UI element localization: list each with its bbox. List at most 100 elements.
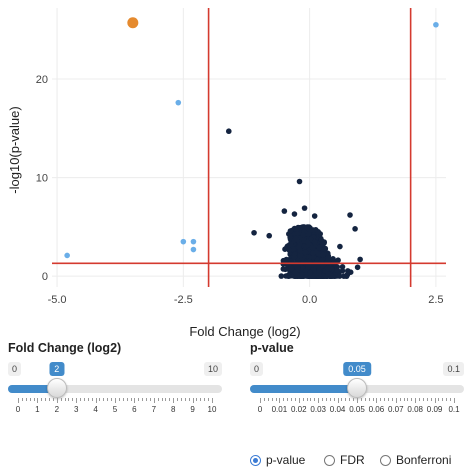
slider-tick bbox=[192, 398, 194, 403]
slider-minor-tick bbox=[353, 398, 355, 401]
slider-minor-tick bbox=[450, 398, 452, 401]
volcano-plot: -5.0 -2.5 0.0 2.5 0 10 20 Fold Change (log2) -… bbox=[7, 8, 446, 339]
y-axis-title: -log10(p-value) bbox=[7, 106, 22, 193]
slider-tick bbox=[318, 398, 320, 403]
slider-minor-tick bbox=[271, 398, 273, 401]
slider-minor-tick bbox=[99, 398, 101, 401]
slider-minor-tick bbox=[146, 398, 148, 401]
fold-change-track[interactable] bbox=[8, 385, 222, 393]
x-tick-label: -5.0 bbox=[48, 294, 67, 306]
slider-tick-label: 8 bbox=[170, 405, 176, 414]
data-point bbox=[287, 241, 294, 248]
fold-change-handle[interactable] bbox=[46, 378, 67, 398]
data-point bbox=[305, 231, 312, 237]
slider-minor-tick bbox=[25, 398, 27, 401]
slider-minor-tick bbox=[287, 398, 289, 401]
slider-tick-label: 0.08 bbox=[407, 405, 423, 414]
data-point bbox=[291, 211, 298, 217]
data-point bbox=[297, 253, 304, 259]
slider-minor-tick bbox=[322, 398, 324, 401]
pvalue-handle[interactable] bbox=[347, 378, 367, 398]
slider-tick bbox=[134, 398, 136, 403]
slider-minor-tick bbox=[388, 398, 390, 401]
data-point bbox=[282, 246, 288, 252]
pvalue-slider[interactable]: 0 0.1 0.05 0 0.01 0.02 0.03 0.04 0.05 0.06 0.07… bbox=[250, 362, 464, 432]
pvalue-slider-title: p-value bbox=[250, 341, 294, 355]
slider-tick-label: 5 bbox=[112, 405, 118, 414]
slider-minor-tick bbox=[399, 398, 401, 401]
radio-bonferroni[interactable]: Bonferroni bbox=[380, 453, 451, 467]
data-point bbox=[180, 238, 187, 245]
slider-minor-tick bbox=[384, 398, 386, 401]
data-point bbox=[306, 254, 313, 260]
slider-tick-label: 0.09 bbox=[426, 405, 443, 414]
x-tick-label: 0.0 bbox=[302, 294, 317, 306]
data-point bbox=[305, 239, 311, 246]
slider-minor-tick bbox=[180, 398, 182, 401]
data-point bbox=[305, 264, 312, 270]
slider-minor-tick bbox=[188, 398, 190, 401]
data-point bbox=[312, 239, 318, 245]
slider-tick bbox=[376, 398, 378, 403]
slider-minor-tick bbox=[122, 398, 124, 401]
data-point bbox=[190, 238, 197, 245]
data-point bbox=[325, 265, 331, 272]
slider-tick-label: 0.02 bbox=[291, 405, 307, 414]
data-point bbox=[307, 270, 313, 276]
slider-tick bbox=[56, 398, 58, 403]
data-point bbox=[304, 224, 310, 231]
radio-fdr[interactable]: FDR bbox=[324, 453, 365, 467]
slider-tick-label: 0.1 bbox=[448, 405, 460, 414]
data-point bbox=[316, 269, 322, 276]
slider-minor-tick bbox=[138, 398, 140, 401]
slider-minor-tick bbox=[341, 398, 343, 401]
axis-ticks: -5.0 -2.5 0.0 2.5 0 10 20 bbox=[36, 74, 444, 306]
slider-minor-tick bbox=[208, 398, 210, 401]
data-point bbox=[320, 241, 326, 248]
slider-minor-tick bbox=[294, 398, 296, 401]
data-point bbox=[331, 259, 338, 266]
radio-bonferroni-circle[interactable] bbox=[380, 454, 391, 466]
slider-minor-tick bbox=[161, 398, 163, 401]
slider-minor-tick bbox=[33, 398, 35, 401]
data-point bbox=[339, 264, 346, 270]
slider-tick bbox=[434, 398, 436, 403]
slider-minor-tick bbox=[368, 398, 370, 401]
slider-tick bbox=[37, 398, 39, 403]
data-point bbox=[281, 208, 288, 214]
data-point bbox=[325, 255, 331, 261]
slider-minor-tick bbox=[126, 398, 128, 401]
slider-minor-tick bbox=[380, 398, 382, 401]
x-tick-label: -2.5 bbox=[174, 294, 193, 306]
data-point bbox=[288, 265, 295, 272]
pvalue-min-label: 0 bbox=[250, 362, 264, 376]
radio-fdr-circle[interactable] bbox=[324, 454, 335, 466]
slider-minor-tick bbox=[302, 398, 304, 401]
slider-minor-tick bbox=[333, 398, 335, 401]
slider-minor-tick bbox=[430, 398, 432, 401]
slider-tick-label: 0.01 bbox=[271, 405, 288, 414]
data-point bbox=[344, 271, 351, 278]
fold-change-slider[interactable]: 0 10 2 0 1 2 3 4 5 6 7 8 9 10 bbox=[8, 362, 222, 432]
slider-minor-tick bbox=[196, 398, 198, 401]
slider-minor-tick bbox=[91, 398, 93, 401]
slider-tick bbox=[76, 398, 78, 403]
data-point bbox=[175, 99, 182, 106]
slider-tick bbox=[173, 398, 175, 403]
data-point bbox=[316, 244, 323, 251]
data-point bbox=[322, 246, 329, 252]
slider-tick-label: 4 bbox=[93, 405, 98, 414]
radio-pvalue[interactable]: p-value bbox=[250, 453, 305, 467]
slider-minor-tick bbox=[422, 398, 424, 401]
data-point bbox=[310, 227, 317, 233]
data-point bbox=[347, 212, 353, 218]
data-point bbox=[299, 271, 305, 278]
slider-minor-tick bbox=[107, 398, 109, 401]
data-point bbox=[320, 252, 326, 258]
x-axis-title: Fold Change (log2) bbox=[189, 324, 300, 339]
fold-change-min-label: 0 bbox=[8, 362, 22, 376]
data-point bbox=[294, 226, 301, 232]
slider-minor-tick bbox=[345, 398, 347, 401]
radio-pvalue-circle[interactable] bbox=[250, 454, 261, 466]
y-tick-label: 0 bbox=[42, 271, 48, 283]
